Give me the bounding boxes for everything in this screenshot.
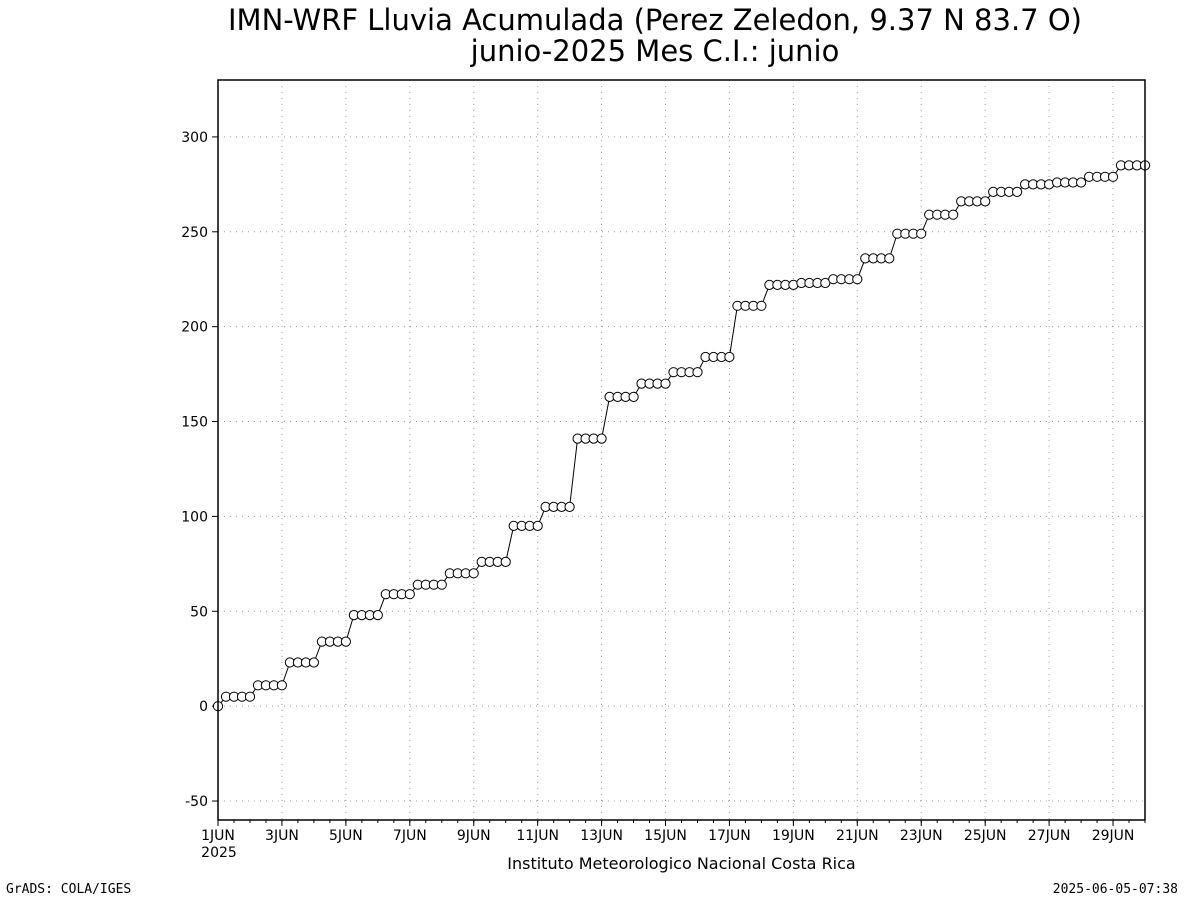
data-point [564,501,575,512]
data-point [692,367,703,378]
data-point [308,657,319,668]
y-tick-label: 0 [199,699,208,715]
data-point [1076,177,1087,188]
y-tick-label: -50 [185,794,208,810]
data-point [660,378,671,389]
y-tick-label: 250 [181,225,208,241]
chart-title: IMN-WRF Lluvia Acumulada (Perez Zeledon,… [228,3,1082,37]
data-point [980,196,991,207]
data-point [1107,171,1119,182]
x-tick-label: 15JUN [644,828,687,844]
y-tick-label: 50 [190,604,208,620]
chart-subtitle: junio-2025 Mes C.I.: junio [470,34,840,68]
x-tick-label: 13JUN [580,828,623,844]
y-tick-label: 150 [181,415,208,431]
x-tick-label: 9JUN [457,828,491,844]
data-point [756,300,767,311]
plot-frame [217,79,1146,821]
data-point [404,589,415,600]
data-point [468,568,479,579]
y-tick-label: 100 [181,509,208,525]
x-tick-label: 1JUN [201,828,235,844]
data-point [436,579,447,590]
data-point [948,209,959,220]
x-tick-label: 7JUN [393,828,427,844]
timestamp: 2025-06-05-07:38 [1052,882,1178,897]
y-tick-label: 300 [181,130,208,146]
data-point [596,433,607,444]
x-tick-label: 21JUN [836,828,879,844]
data-point [532,520,543,532]
data-point [628,391,639,402]
x-tick-label: 3JUN [265,828,299,844]
data-point [340,636,351,647]
x-tick-label: 23JUN [900,828,943,844]
x-tick-label: 5JUN [329,828,363,844]
grads-credit: GrADS: COLA/IGES [6,882,132,897]
x-year-label: 2025 [201,845,237,861]
data-point [916,228,927,239]
x-tick-label: 25JUN [964,828,1007,844]
x-tick-label: 11JUN [516,828,559,844]
data-point [276,680,287,691]
x-tick-label: 17JUN [708,828,751,844]
data-point [884,253,895,264]
data-point [724,351,735,363]
data-point [244,691,256,702]
series-line [217,164,1145,707]
y-tick-label: 200 [181,320,208,336]
x-tick-label: 27JUN [1028,828,1071,844]
x-axis-label: Instituto Meteorologico Nacional Costa R… [507,854,855,873]
data-point [372,610,383,621]
data-point [500,556,511,568]
x-tick-label: 19JUN [772,828,815,844]
axes: -50 0 50 100 150 200 250 300 1JUN 3JUN 5JUN 7JUN 9JU… [181,130,1146,873]
accumulated-rain-series [212,160,1151,712]
data-point [1012,186,1023,197]
x-tick-label: 29JUN [1092,828,1135,844]
data-point [852,274,863,285]
